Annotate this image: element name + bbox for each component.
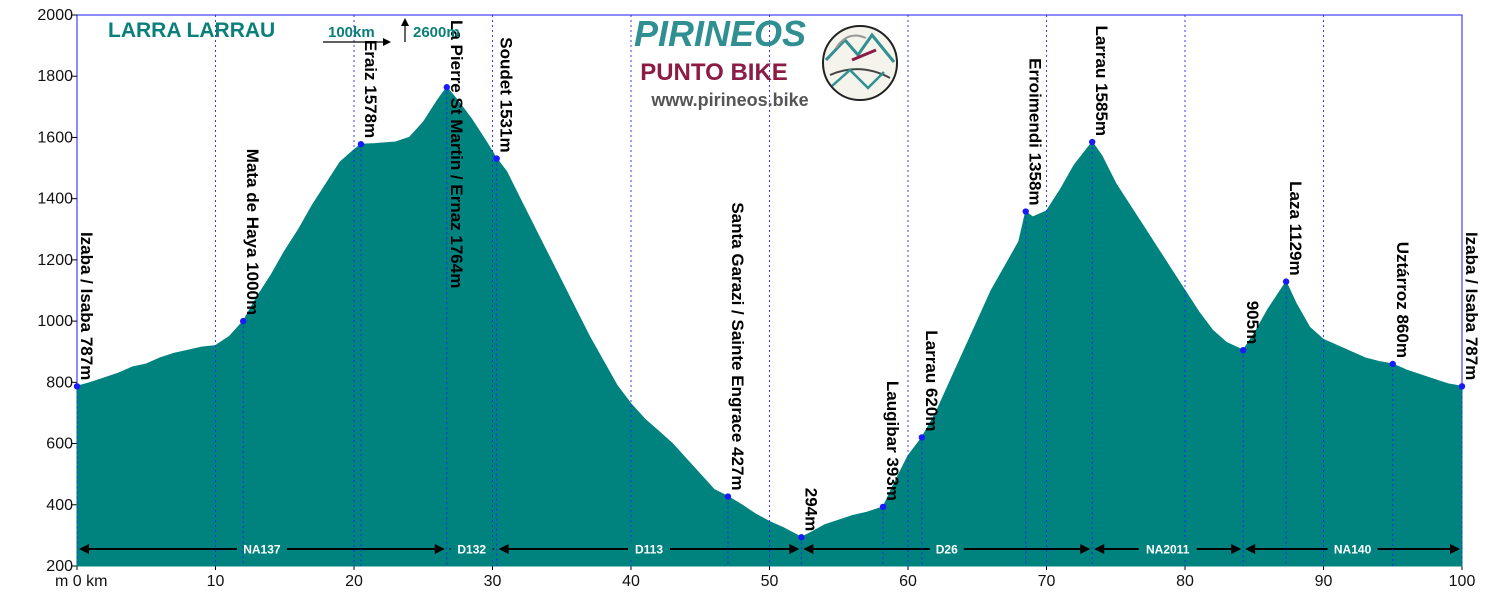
y-tick-label: 1000 [37,313,73,330]
segment-label-bg [450,541,493,557]
segment-arrow-left-icon [79,544,89,554]
segment-label: NA137 [243,543,281,557]
x-tick-label: 100 [1449,573,1476,590]
waypoint-label: Laza 1129m [1286,181,1305,276]
waypoint-label: Larrau 1585m [1092,25,1111,136]
waypoint-marker [918,434,926,441]
segment-arrow-right-icon [789,544,800,554]
brand-subname: PUNTO BIKE [640,59,788,86]
elevation-area [76,86,1463,567]
y-tick-label: 1600 [37,129,73,146]
waypoint-marker [1022,208,1029,215]
y-tick-label: 800 [46,374,73,391]
waypoint-marker [493,155,500,162]
waypoint-marker [724,493,732,500]
waypoint-marker [1389,360,1396,368]
waypoint-marker [357,140,365,148]
axis-layer: 200 400 600 800 1000 1200 1400 1600 1800 2000 m 0 … [37,7,1475,590]
segment-label: D113 [635,543,663,557]
segment-label-bg [236,541,287,557]
y-tick-label: 1800 [37,68,73,85]
brand-url: www.pirineos.bike [650,90,808,110]
area-layer [76,86,1463,567]
x-tick-label: 80 [1176,573,1194,590]
x-tick-label: 50 [761,573,779,590]
waypoint-marker [443,84,450,91]
waypoint-label: Santa Garazi / Sainte Engrace 427m [728,202,747,490]
waypoint-marker [798,534,805,541]
y-tick-label: 400 [46,497,73,514]
segment-arrow-left-icon [498,544,509,554]
horizontal-scale-label: 100km [328,24,375,41]
segment-label-bg [1138,541,1197,557]
x-tick-label: 70 [1038,573,1056,590]
y-tick-label: 2000 [37,7,73,24]
segment-label: NA140 [1334,543,1372,557]
segment-label: NA2011 [1146,543,1190,557]
segment-arrow-left-icon [1094,544,1105,554]
waypoint-label: Larrau 620m [922,330,941,431]
segment-label-bg [1327,541,1378,557]
x-tick-label: 20 [345,573,363,590]
segment-label-bg [628,541,671,557]
waypoint-label: Uztárroz 860m [1393,242,1412,358]
waypoint-label: Izaba / Isaba 787m [1462,232,1481,380]
waypoint-marker [240,317,247,325]
x-tick-label: m 0 km [55,573,107,590]
x-tick-label: 40 [622,573,640,590]
waypoint-marker [1239,346,1247,354]
brand-logo: PIRINEOS PUNTO BIKE www.pirineos.bike [634,13,898,110]
segment-label: D26 [936,543,958,557]
vertical-scale-arrow-icon [401,18,409,42]
waypoint-marker [73,383,81,390]
y-tick-label: 1200 [37,252,73,269]
segment-arrow-left-icon [1245,544,1256,554]
x-tick-label: 10 [207,573,225,590]
brand-name: PIRINEOS [634,13,806,54]
segment-label-bg [929,541,964,557]
segment-layer: NA137 D132 D113 D26 NA2011 NA140 [79,541,1460,557]
vertical-scale-label: 2600m [413,24,460,41]
segment-arrow-right-icon [1231,544,1242,554]
x-tick-label: 60 [899,573,917,590]
segment-label: D132 [457,543,486,557]
waypoint-label: 905m [1243,301,1262,344]
x-tick-label: 30 [484,573,502,590]
waypoint-label: Izaba / Isaba 787m [77,232,96,380]
y-tick-label: 1400 [37,191,73,208]
segment-arrow-right-icon [1450,544,1460,554]
y-tick-label: 200 [46,558,73,575]
chart-title: LARRA LARRAU [108,19,275,42]
waypoint-marker [1458,383,1466,390]
mountain-bike-logo-icon [822,25,898,101]
segment-arrow-right-icon [1080,544,1091,554]
segment-arrow-right-icon [434,544,445,554]
waypoint-marker [1282,278,1290,285]
waypoint-label: Soudet 1531m [497,37,516,152]
x-tick-label: 90 [1315,573,1333,590]
y-tick-label: 600 [46,436,73,453]
horizontal-scale-arrow-icon [323,38,391,46]
waypoint-label: 294m [801,488,820,531]
waypoint-label: Mata de Haya 1000m [243,149,262,315]
grid-layer [215,15,1324,566]
waypoint-label: Erroimendi 1358m [1026,58,1045,205]
waypoint-label: La Pierre St Martin / Ernaz 1764m [447,20,466,288]
waypoint-label: Eraiz 1578m [361,40,380,138]
segment-arrow-left-icon [803,544,814,554]
marker-layer: Izaba / Isaba 787m Mata de Haya 1000m Erai… [73,20,1481,566]
waypoint-marker [879,503,887,511]
header: LARRA LARRAU 100km 2600m [108,18,460,46]
waypoint-label: Laugibar 393m [883,381,902,501]
waypoint-marker [1089,138,1096,146]
